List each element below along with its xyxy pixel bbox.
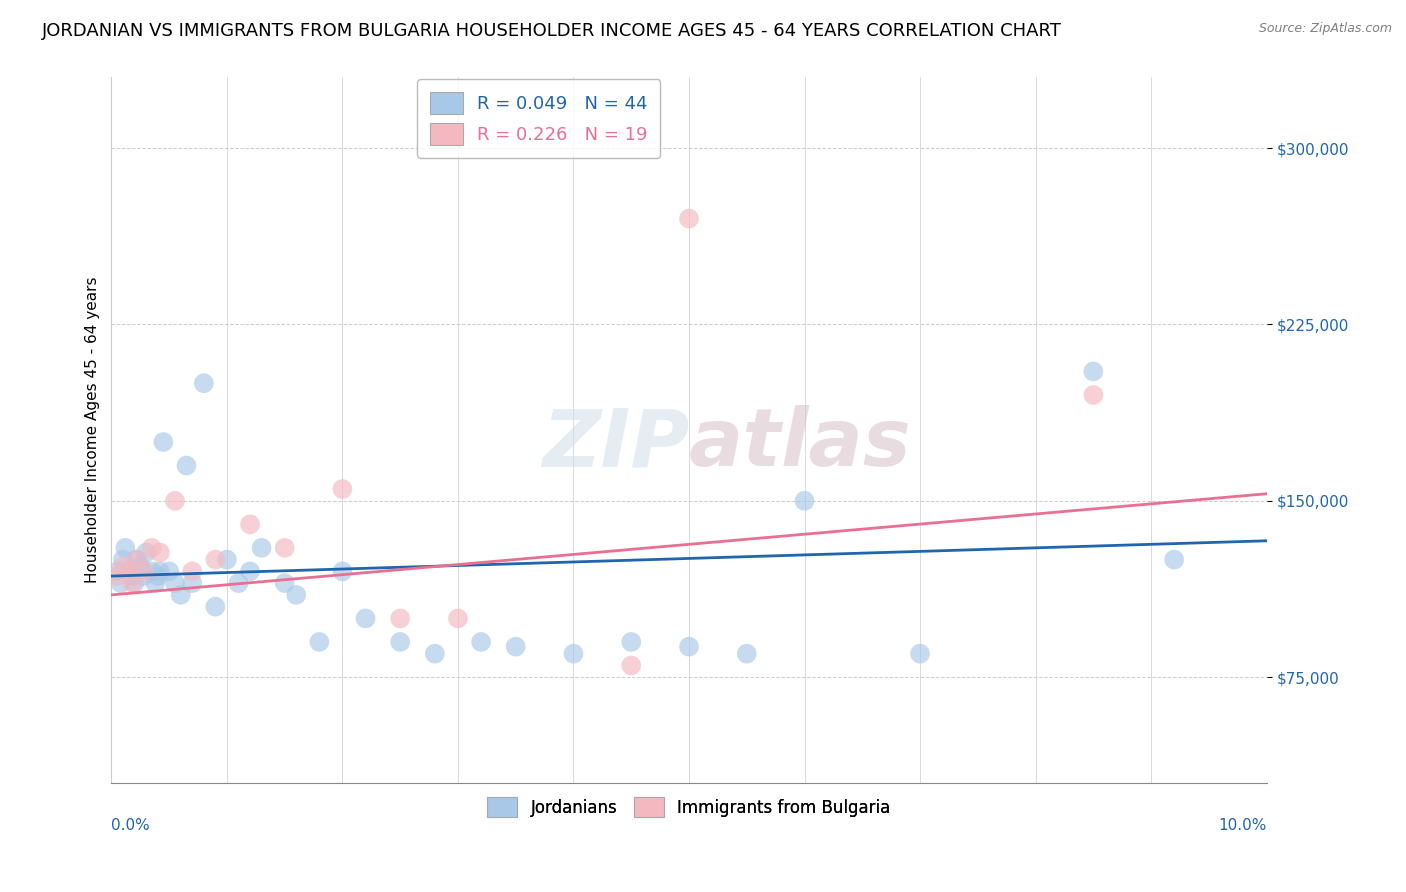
Text: JORDANIAN VS IMMIGRANTS FROM BULGARIA HOUSEHOLDER INCOME AGES 45 - 64 YEARS CORR: JORDANIAN VS IMMIGRANTS FROM BULGARIA HO… [42, 22, 1062, 40]
Legend: Jordanians, Immigrants from Bulgaria: Jordanians, Immigrants from Bulgaria [481, 790, 897, 824]
Point [193, 376, 215, 391]
Point [157, 565, 180, 579]
Point [146, 569, 169, 583]
Point [447, 611, 470, 625]
Point [354, 611, 377, 625]
Point [308, 635, 330, 649]
Point [273, 541, 295, 555]
Point [204, 552, 226, 566]
Point [273, 576, 295, 591]
Point [181, 565, 204, 579]
Point [332, 482, 354, 496]
Point [132, 569, 155, 583]
Point [141, 565, 163, 579]
Point [735, 647, 758, 661]
Point [129, 559, 152, 574]
Point [132, 565, 155, 579]
Point [125, 552, 148, 566]
Point [620, 658, 643, 673]
Text: 0.0%: 0.0% [111, 818, 150, 833]
Point [620, 635, 643, 649]
Point [562, 647, 585, 661]
Point [176, 458, 198, 473]
Point [1083, 388, 1105, 402]
Text: ZIP: ZIP [541, 405, 689, 483]
Point [239, 565, 262, 579]
Text: atlas: atlas [689, 405, 911, 483]
Point [389, 611, 412, 625]
Text: Source: ZipAtlas.com: Source: ZipAtlas.com [1258, 22, 1392, 36]
Point [1163, 552, 1185, 566]
Point [793, 493, 815, 508]
Point [470, 635, 492, 649]
Point [105, 569, 128, 583]
Point [111, 552, 134, 566]
Point [423, 647, 446, 661]
Point [678, 211, 700, 226]
Point [111, 559, 134, 574]
Point [114, 541, 136, 555]
Point [141, 541, 163, 555]
Point [1083, 364, 1105, 378]
Point [181, 576, 204, 591]
Point [332, 565, 354, 579]
Point [118, 565, 141, 579]
Point [228, 576, 250, 591]
Point [121, 576, 143, 591]
Point [204, 599, 226, 614]
Point [143, 576, 166, 591]
Point [215, 552, 238, 566]
Text: 10.0%: 10.0% [1218, 818, 1267, 833]
Point [250, 541, 273, 555]
Point [163, 493, 186, 508]
Point [118, 565, 141, 579]
Point [908, 647, 931, 661]
Point [124, 576, 146, 591]
Point [152, 435, 174, 450]
Point [678, 640, 700, 654]
Y-axis label: Householder Income Ages 45 - 64 years: Householder Income Ages 45 - 64 years [86, 277, 100, 583]
Point [125, 552, 148, 566]
Point [163, 576, 186, 591]
Point [121, 569, 143, 583]
Point [389, 635, 412, 649]
Point [149, 565, 172, 579]
Point [285, 588, 308, 602]
Point [239, 517, 262, 532]
Point [110, 576, 132, 591]
Point [170, 588, 193, 602]
Point [505, 640, 527, 654]
Point [135, 545, 157, 559]
Point [149, 545, 172, 559]
Point [105, 565, 128, 579]
